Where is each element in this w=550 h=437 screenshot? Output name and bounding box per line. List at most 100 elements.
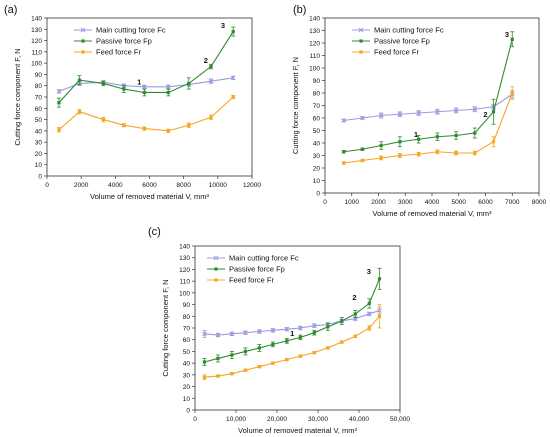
y-tick-label: 90: [183, 302, 191, 309]
data-point: [165, 84, 171, 90]
data-point: [434, 109, 440, 115]
data-point: [166, 90, 170, 95]
y-tick-label: 140: [31, 16, 42, 23]
y-axis-label: Cutting force component F, N: [161, 279, 170, 376]
y-tick-label: 120: [179, 267, 190, 274]
data-point: [417, 152, 421, 156]
data-point: [216, 374, 220, 378]
x-tick-label: 30,000: [308, 416, 328, 423]
y-tick-label: 130: [179, 255, 190, 262]
data-point: [366, 311, 372, 317]
data-point: [229, 331, 235, 337]
annotation-label: 1: [414, 130, 418, 139]
y-tick-label: 10: [183, 396, 191, 403]
x-tick-label: 10000: [209, 182, 227, 189]
y-tick-label: 110: [180, 279, 191, 286]
data-point: [491, 110, 496, 114]
data-point: [326, 325, 330, 329]
y-tick-label: 40: [35, 128, 43, 135]
y-tick-label: 140: [179, 244, 190, 251]
x-tick-label: 2000: [371, 199, 386, 206]
data-point: [56, 89, 62, 94]
legend-label: Feed force Fr: [374, 48, 420, 57]
y-tick-label: 30: [183, 372, 191, 379]
data-point: [353, 312, 357, 316]
data-point: [510, 91, 514, 95]
data-point: [377, 277, 382, 281]
x-tick-label: 0: [193, 416, 197, 423]
data-point: [208, 78, 214, 84]
data-point: [166, 129, 170, 133]
data-point: [257, 365, 261, 369]
legend-marker: [214, 278, 218, 282]
y-tick-label: 50: [35, 117, 43, 124]
data-point: [298, 354, 302, 358]
x-tick-label: 2000: [74, 182, 89, 189]
data-point: [453, 108, 459, 113]
legend-label: Main cutting force Fc: [374, 26, 444, 35]
data-point: [378, 113, 384, 118]
x-axis-label: Volume of removed material V, mm³: [238, 426, 357, 435]
y-tick-label: 110: [310, 53, 321, 60]
y-tick-label: 100: [179, 290, 190, 297]
x-tick-label: 0: [323, 199, 327, 206]
data-point: [298, 335, 302, 339]
y-tick-label: 90: [313, 78, 321, 85]
data-point: [472, 106, 478, 112]
data-point: [271, 342, 275, 346]
annotation-label: 1: [137, 78, 141, 87]
y-tick-label: 140: [309, 16, 320, 23]
y-tick-label: 10: [313, 178, 321, 185]
annotation-label: 2: [352, 293, 356, 302]
data-point: [202, 360, 207, 364]
legend-marker: [213, 255, 219, 261]
annotation-label: 3: [221, 21, 225, 30]
legend-marker: [80, 27, 86, 33]
data-point: [230, 75, 236, 81]
series-3: [341, 86, 515, 165]
data-point: [360, 115, 365, 121]
data-point: [435, 135, 439, 139]
data-point: [312, 331, 316, 335]
data-point: [142, 84, 147, 90]
data-point: [257, 346, 261, 350]
panel-letter-b: (b): [293, 4, 307, 16]
data-point: [243, 368, 248, 372]
data-point: [379, 143, 383, 148]
data-point: [312, 351, 316, 355]
y-tick-label: 0: [38, 174, 42, 181]
x-tick-label: 5000: [452, 199, 467, 206]
annotation-label: 2: [204, 56, 208, 65]
y-tick-label: 90: [35, 72, 43, 79]
data-point: [231, 29, 235, 34]
legend-label: Main cutting force Fc: [229, 254, 299, 263]
legend-label: Passive force Fp: [229, 265, 285, 274]
x-tick-label: 1000: [345, 199, 360, 206]
data-point: [187, 123, 191, 127]
legend-marker: [81, 50, 85, 54]
series-line: [343, 92, 513, 164]
x-tick-label: 0: [45, 182, 49, 189]
y-tick-label: 70: [35, 95, 43, 102]
series-line: [204, 309, 380, 336]
data-point: [257, 329, 262, 334]
y-tick-label: 60: [313, 116, 321, 123]
series-3: [56, 94, 236, 133]
y-tick-label: 120: [309, 41, 320, 48]
y-axis-label: Cutting force component F, N: [291, 57, 300, 154]
legend: Main cutting force Fc Passive force Fp Fee…: [74, 26, 166, 57]
annotation-label: 1: [290, 329, 294, 338]
data-point: [231, 95, 235, 99]
data-point: [230, 372, 234, 376]
series-1: [341, 90, 515, 123]
data-point: [398, 153, 402, 158]
data-point: [215, 332, 221, 338]
y-tick-label: 10: [35, 162, 43, 169]
data-point: [216, 356, 220, 361]
y-tick-label: 80: [183, 314, 191, 321]
data-point: [270, 327, 276, 333]
data-point: [122, 87, 126, 91]
annotation-label: 3: [367, 267, 371, 276]
y-tick-label: 50: [183, 349, 191, 356]
data-point: [341, 118, 347, 123]
